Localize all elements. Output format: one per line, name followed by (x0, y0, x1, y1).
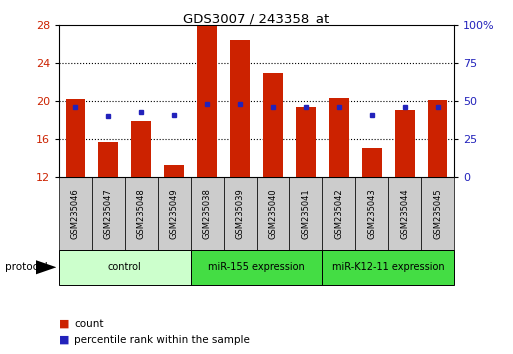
Text: GSM235049: GSM235049 (170, 188, 179, 239)
Bar (66, 99, 85, 177)
Bar (158, 177, 191, 250)
Bar (92, 177, 125, 250)
Text: control: control (108, 262, 142, 272)
Text: GSM235039: GSM235039 (235, 188, 245, 239)
Text: GSM235041: GSM235041 (301, 188, 310, 239)
Polygon shape (36, 260, 56, 274)
Bar (394, 110, 415, 177)
Bar (224, 177, 256, 250)
Bar (263, 73, 283, 177)
Text: ■: ■ (59, 319, 69, 329)
Text: GSM235048: GSM235048 (137, 188, 146, 239)
Bar (197, 26, 217, 177)
Bar (355, 177, 388, 250)
Bar (59, 177, 92, 250)
Text: miR-155 expression: miR-155 expression (208, 262, 305, 272)
Bar (322, 250, 454, 285)
Bar (98, 142, 118, 177)
Text: GSM235043: GSM235043 (367, 188, 376, 239)
Text: miR-K12-11 expression: miR-K12-11 expression (332, 262, 444, 272)
Bar (428, 100, 447, 177)
Bar (125, 177, 158, 250)
Text: percentile rank within the sample: percentile rank within the sample (74, 335, 250, 345)
Bar (164, 165, 184, 177)
Bar (296, 107, 315, 177)
Bar (191, 177, 224, 250)
Bar (256, 177, 289, 250)
Text: GSM235040: GSM235040 (268, 188, 278, 239)
Text: ■: ■ (59, 335, 69, 345)
Bar (322, 177, 355, 250)
Bar (131, 121, 151, 177)
Bar (59, 250, 191, 285)
Text: GDS3007 / 243358_at: GDS3007 / 243358_at (183, 12, 330, 25)
Bar (362, 148, 382, 177)
Text: GSM235038: GSM235038 (203, 188, 212, 239)
Bar (388, 177, 421, 250)
Text: GSM235046: GSM235046 (71, 188, 80, 239)
Text: GSM235042: GSM235042 (334, 188, 343, 239)
Text: GSM235045: GSM235045 (433, 188, 442, 239)
Bar (230, 40, 250, 177)
Text: count: count (74, 319, 104, 329)
Bar (421, 177, 454, 250)
Bar (329, 98, 349, 177)
Bar (191, 250, 322, 285)
Text: protocol: protocol (5, 262, 48, 272)
Bar (289, 177, 322, 250)
Text: GSM235047: GSM235047 (104, 188, 113, 239)
Text: GSM235044: GSM235044 (400, 188, 409, 239)
